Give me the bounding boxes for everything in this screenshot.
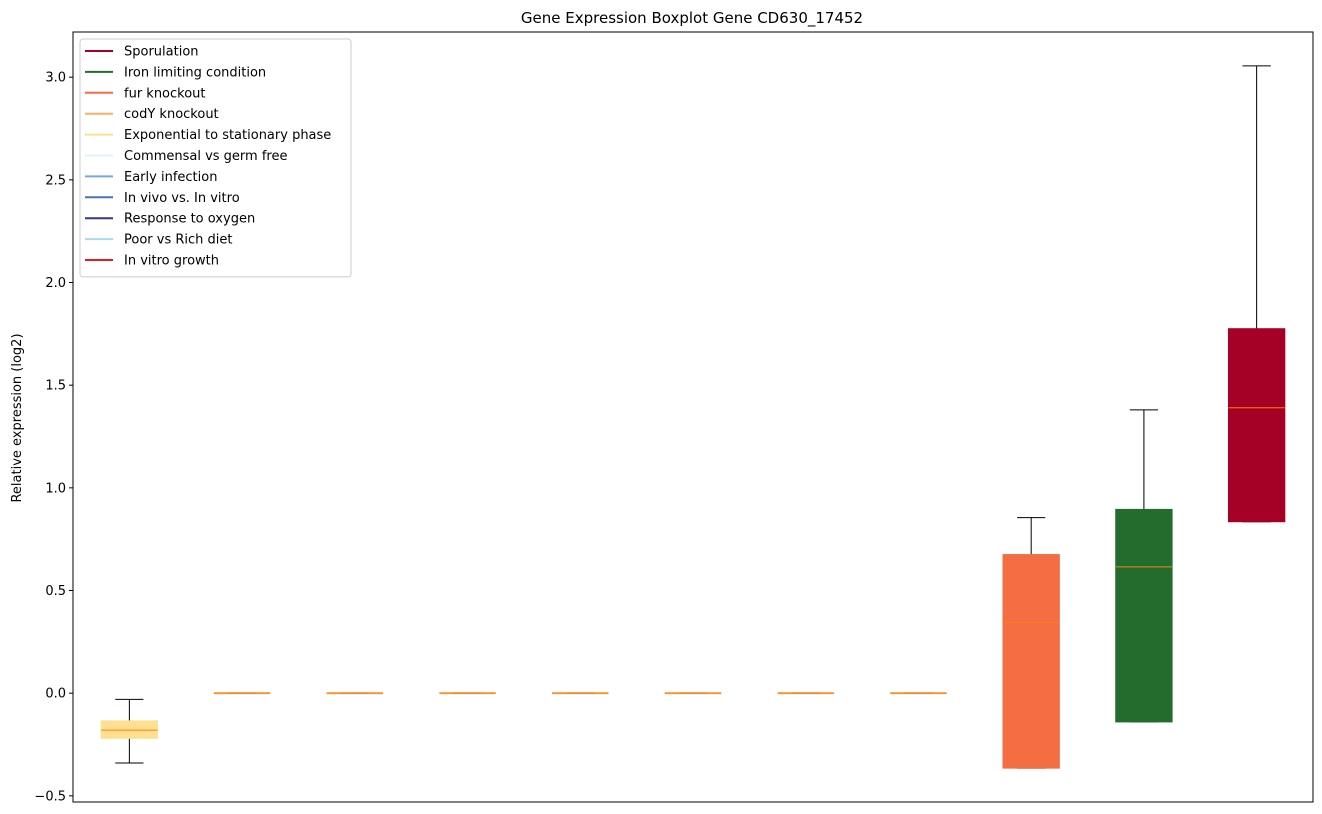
- y-tick-label: 3.0: [45, 71, 66, 86]
- box-9: [1002, 517, 1060, 769]
- y-tick-label: 0.0: [45, 687, 66, 702]
- y-tick-label: 0.5: [45, 584, 66, 599]
- legend-entry: In vivo vs. In vitro: [85, 191, 240, 206]
- axes-frame: [72, 31, 1314, 803]
- y-tick-label: 1.0: [45, 481, 66, 496]
- box-6: [664, 692, 722, 695]
- legend-label: codY knockout: [124, 107, 219, 122]
- legend-label: Exponential to stationary phase: [124, 128, 331, 143]
- box-2: [213, 692, 271, 695]
- y-tick-label: 2.5: [45, 173, 66, 188]
- y-tick-label: 1.5: [45, 379, 66, 394]
- legend-entry: fur knockout: [85, 86, 206, 101]
- box-4: [439, 692, 496, 695]
- legend-label: Early infection: [124, 170, 217, 185]
- y-tick-label: 2.0: [45, 276, 66, 291]
- box-body: [1002, 554, 1060, 769]
- box-7: [777, 692, 834, 695]
- box-body: [100, 720, 159, 739]
- chart-title: Gene Expression Boxplot Gene CD630_17452: [521, 9, 863, 28]
- legend-label: Sporulation: [124, 45, 199, 60]
- box-3: [326, 692, 383, 695]
- legend: Sporulation Iron limiting condition fur kn…: [79, 38, 352, 278]
- legend-entry: codY knockout: [85, 107, 219, 122]
- y-axis-label: Relative expression (log2): [10, 333, 25, 502]
- box-5: [552, 692, 609, 695]
- legend-entry: Early infection: [85, 170, 217, 185]
- legend-label: fur knockout: [124, 86, 206, 101]
- box-body: [1115, 508, 1173, 723]
- legend-label: In vitro growth: [124, 254, 219, 269]
- box-8: [890, 692, 947, 695]
- legend-label: Iron limiting condition: [124, 65, 266, 80]
- y-tick-label: −0.5: [34, 789, 66, 804]
- legend-label: Commensal vs germ free: [124, 149, 287, 164]
- plot-area: −0.5 0.0 0.5 1.0 1.5 2.0 2.5 3.0: [34, 31, 1314, 804]
- legend-entry: Response to oxygen: [85, 212, 255, 227]
- box-1: [100, 698, 159, 764]
- legend-label: In vivo vs. In vitro: [124, 191, 240, 206]
- box-11: [1227, 65, 1286, 523]
- legend-entry: In vitro growth: [85, 254, 219, 269]
- legend-entry: Exponential to stationary phase: [85, 128, 331, 143]
- legend-entry: Iron limiting condition: [85, 65, 266, 80]
- legend-entry: Poor vs Rich diet: [85, 233, 232, 248]
- box-body: [1227, 328, 1286, 523]
- legend-frame: [79, 38, 352, 278]
- legend-entry: Commensal vs germ free: [85, 149, 287, 164]
- box-10: [1115, 409, 1173, 723]
- legend-entry: Sporulation: [85, 45, 199, 60]
- legend-label: Response to oxygen: [124, 212, 255, 227]
- legend-label: Poor vs Rich diet: [124, 233, 232, 248]
